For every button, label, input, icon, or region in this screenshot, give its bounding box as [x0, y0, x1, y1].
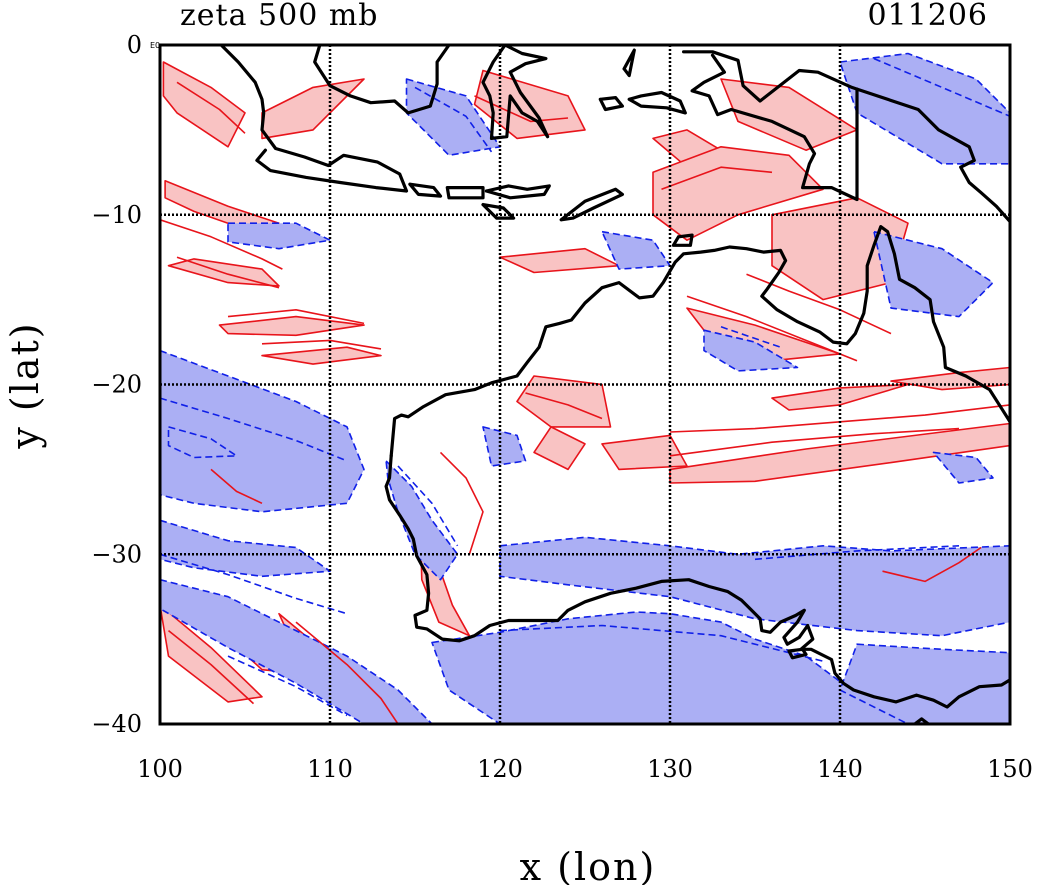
negative-vorticity-region: [385, 460, 459, 581]
coastline-line: [627, 90, 687, 115]
positive-vorticity-region: [652, 146, 824, 241]
y-axis-tick-labels: 0 −10 −20 −30 −40: [91, 31, 142, 738]
y-tick-label: −10: [91, 201, 142, 229]
coastline-line: [622, 48, 636, 78]
coastline-line: [313, 45, 451, 115]
positive-contour-line: [525, 392, 603, 420]
negative-vorticity-region: [431, 611, 943, 724]
x-tick-label: 100: [137, 755, 183, 783]
negative-contour-line: [160, 397, 348, 462]
y-tick-label: −20: [91, 371, 142, 399]
y-tick-label: 0: [127, 31, 142, 59]
coastline-line: [682, 50, 1010, 224]
negative-vorticity-region: [482, 426, 527, 467]
corner-small-label: E0: [150, 41, 160, 50]
positive-vorticity-region: [533, 426, 586, 471]
negative-contour-line: [754, 545, 960, 561]
coastline-line: [219, 45, 409, 193]
positive-contour-line: [882, 546, 982, 583]
positive-contour-line: [227, 309, 365, 325]
positive-vorticity-region: [162, 61, 246, 148]
positive-contour-line: [669, 427, 960, 457]
coastline-line: [445, 186, 485, 200]
positive-contour-line: [746, 273, 892, 335]
coastline-line: [389, 225, 1010, 458]
coastline-line: [690, 53, 859, 202]
negative-vorticity-region: [703, 329, 799, 372]
y-tick-label: −40: [91, 710, 142, 738]
positive-contour-line: [261, 339, 382, 350]
negative-contour-line: [397, 465, 459, 547]
coastline-line: [484, 184, 551, 200]
positive-contour-line: [210, 468, 263, 505]
lat-lon-grid: [160, 45, 1010, 724]
plot-frame: [158, 43, 1012, 726]
negative-vorticity-region: [499, 536, 1010, 637]
positive-contour-line: [160, 219, 283, 270]
negative-contour-line: [160, 553, 348, 615]
positive-contour-line: [176, 256, 280, 289]
x-tick-label: 120: [477, 755, 523, 783]
negative-vorticity-region: [160, 519, 331, 578]
coastline-line: [559, 187, 624, 222]
coastline-line: [671, 233, 694, 247]
x-tick-label: 150: [987, 755, 1033, 783]
x-axis-tick-labels: 100 110 120 130 140 150: [137, 755, 1033, 783]
coastline-line: [481, 203, 516, 220]
chart-title: zeta 500 mb: [180, 0, 379, 33]
negative-vorticity-region: [160, 349, 365, 513]
coastline-line: [787, 647, 808, 660]
positive-vorticity-region: [601, 434, 688, 471]
negative-vorticity-region: [405, 78, 501, 157]
positive-contour-line: [661, 166, 773, 191]
positive-contour-line: [439, 451, 484, 555]
positive-contour-line: [295, 621, 399, 724]
positive-vorticity-region: [516, 375, 612, 428]
positive-vorticity-region: [686, 307, 841, 362]
coastline-outlines: [219, 45, 1010, 724]
x-tick-label: 130: [647, 755, 693, 783]
positive-vorticity-region: [160, 604, 263, 703]
x-tick-label: 110: [307, 755, 353, 783]
negative-vorticity-region: [839, 52, 1010, 165]
coastline-line: [408, 182, 443, 198]
positive-vorticity-region: [261, 78, 365, 140]
coastline-line: [481, 45, 550, 140]
negative-vorticity-fills: [160, 52, 1010, 724]
coastline-line: [913, 717, 930, 724]
coastline-line: [384, 454, 1010, 709]
negative-vorticity-region: [227, 222, 331, 250]
y-axis-label: y (lat): [3, 321, 47, 449]
negative-vorticity-region: [167, 426, 238, 459]
y-tick-label: −30: [91, 540, 142, 568]
negative-contour-line: [414, 86, 493, 153]
positive-contour-line: [176, 81, 246, 134]
positive-contour-line: [168, 629, 255, 705]
positive-vorticity-region: [261, 346, 382, 365]
negative-vorticity-region: [932, 451, 994, 484]
positive-contour-line: [474, 95, 569, 123]
coastline-line: [598, 96, 624, 112]
positive-vorticity-contours: [160, 81, 1010, 724]
negative-vorticity-region: [873, 230, 994, 318]
positive-contour-line: [686, 295, 858, 362]
negative-contour-line: [873, 57, 1010, 118]
x-axis-label: x (lon): [520, 845, 657, 885]
x-tick-label: 140: [817, 755, 863, 783]
negative-vorticity-region: [160, 578, 433, 724]
date-label: 011206: [867, 0, 988, 33]
